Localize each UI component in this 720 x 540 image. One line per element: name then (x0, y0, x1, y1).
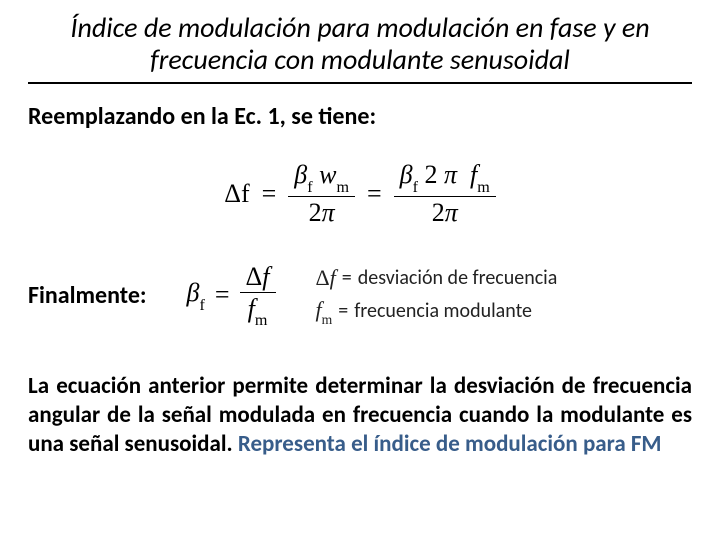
beta-equals: = (215, 280, 230, 310)
eq1-f1-den-2: 2 (309, 198, 322, 227)
beta-den-f: f (248, 294, 255, 323)
eq1-frac2: βf 2 π fm 2π (394, 161, 496, 226)
eq1-f1-w-sub: m (336, 179, 349, 196)
def2-sym: fm (316, 297, 333, 326)
slide-title: Índice de modulación para modulación en … (28, 12, 692, 84)
def1-eq: = (342, 266, 352, 290)
def-row-2: fm = frecuencia modulante (316, 297, 558, 326)
beta-num-f: f (262, 262, 269, 291)
conclusion-highlight: Representa el índice de modulación para … (238, 430, 662, 458)
beta-num-delta: Δ (246, 262, 263, 291)
beta-lhs: βf (187, 278, 205, 312)
beta-sym: β (187, 278, 200, 307)
beta-frac: Δf fm (240, 263, 276, 328)
eq1-f1-w: w (319, 160, 336, 189)
def2-f: f (316, 297, 322, 322)
eq1-f2-den-pi: π (445, 198, 458, 227)
eq1-f2-den-2: 2 (432, 198, 445, 227)
eq1-frac1-den: 2π (303, 197, 341, 226)
eq1-f2-beta-sub: f (413, 179, 418, 196)
eq1-f2-two: 2 (424, 160, 437, 189)
final-label: Finalmente: (28, 281, 147, 310)
intro-text: Reemplazando en la Ec. 1, se tiene: (28, 102, 692, 131)
def2-text: frecuencia modulante (354, 299, 532, 323)
eq1-frac1: βf wm 2π (288, 161, 355, 226)
eq1-f2-f-sub: m (477, 179, 490, 196)
def1-text: desviación de frecuencia (358, 266, 558, 290)
eq1-f1-beta: β (294, 160, 307, 189)
eq1-frac1-num: βf wm (288, 161, 355, 197)
eq1-frac2-num: βf 2 π fm (394, 161, 496, 197)
eq1-f2-pi: π (444, 160, 457, 189)
conclusion: La ecuación anterior permite determinar … (28, 372, 692, 458)
beta-equation: βf = Δf fm (187, 263, 276, 328)
def1-f: f (330, 265, 336, 290)
eq1-frac2-den: 2π (426, 197, 464, 226)
eq1-equals-1: = (262, 179, 277, 209)
def2-sub: m (322, 312, 333, 327)
definitions: Δf = desviación de frecuencia fm = frecu… (316, 265, 558, 326)
eq1-equals-2: = (367, 179, 382, 209)
eq1-lhs: Δf (224, 179, 249, 209)
def1-delta: Δ (316, 265, 330, 290)
eq1-f2-beta: β (400, 160, 413, 189)
beta-sub: f (199, 297, 204, 314)
def-row-1: Δf = desviación de frecuencia (316, 265, 558, 291)
def1-sym: Δf (316, 265, 336, 291)
row-final: Finalmente: βf = Δf fm Δf = desviación d… (28, 263, 692, 328)
equation-1: Δf = βf wm 2π = βf 2 π fm 2π (224, 161, 496, 226)
def2-eq: = (338, 299, 348, 323)
beta-frac-den: fm (242, 293, 274, 328)
beta-frac-num: Δf (240, 263, 276, 293)
eq1-f1-den-pi: π (322, 198, 335, 227)
equation-1-container: Δf = βf wm 2π = βf 2 π fm 2π (28, 161, 692, 226)
beta-den-sub: m (255, 312, 268, 329)
eq1-f1-beta-sub: f (307, 179, 312, 196)
